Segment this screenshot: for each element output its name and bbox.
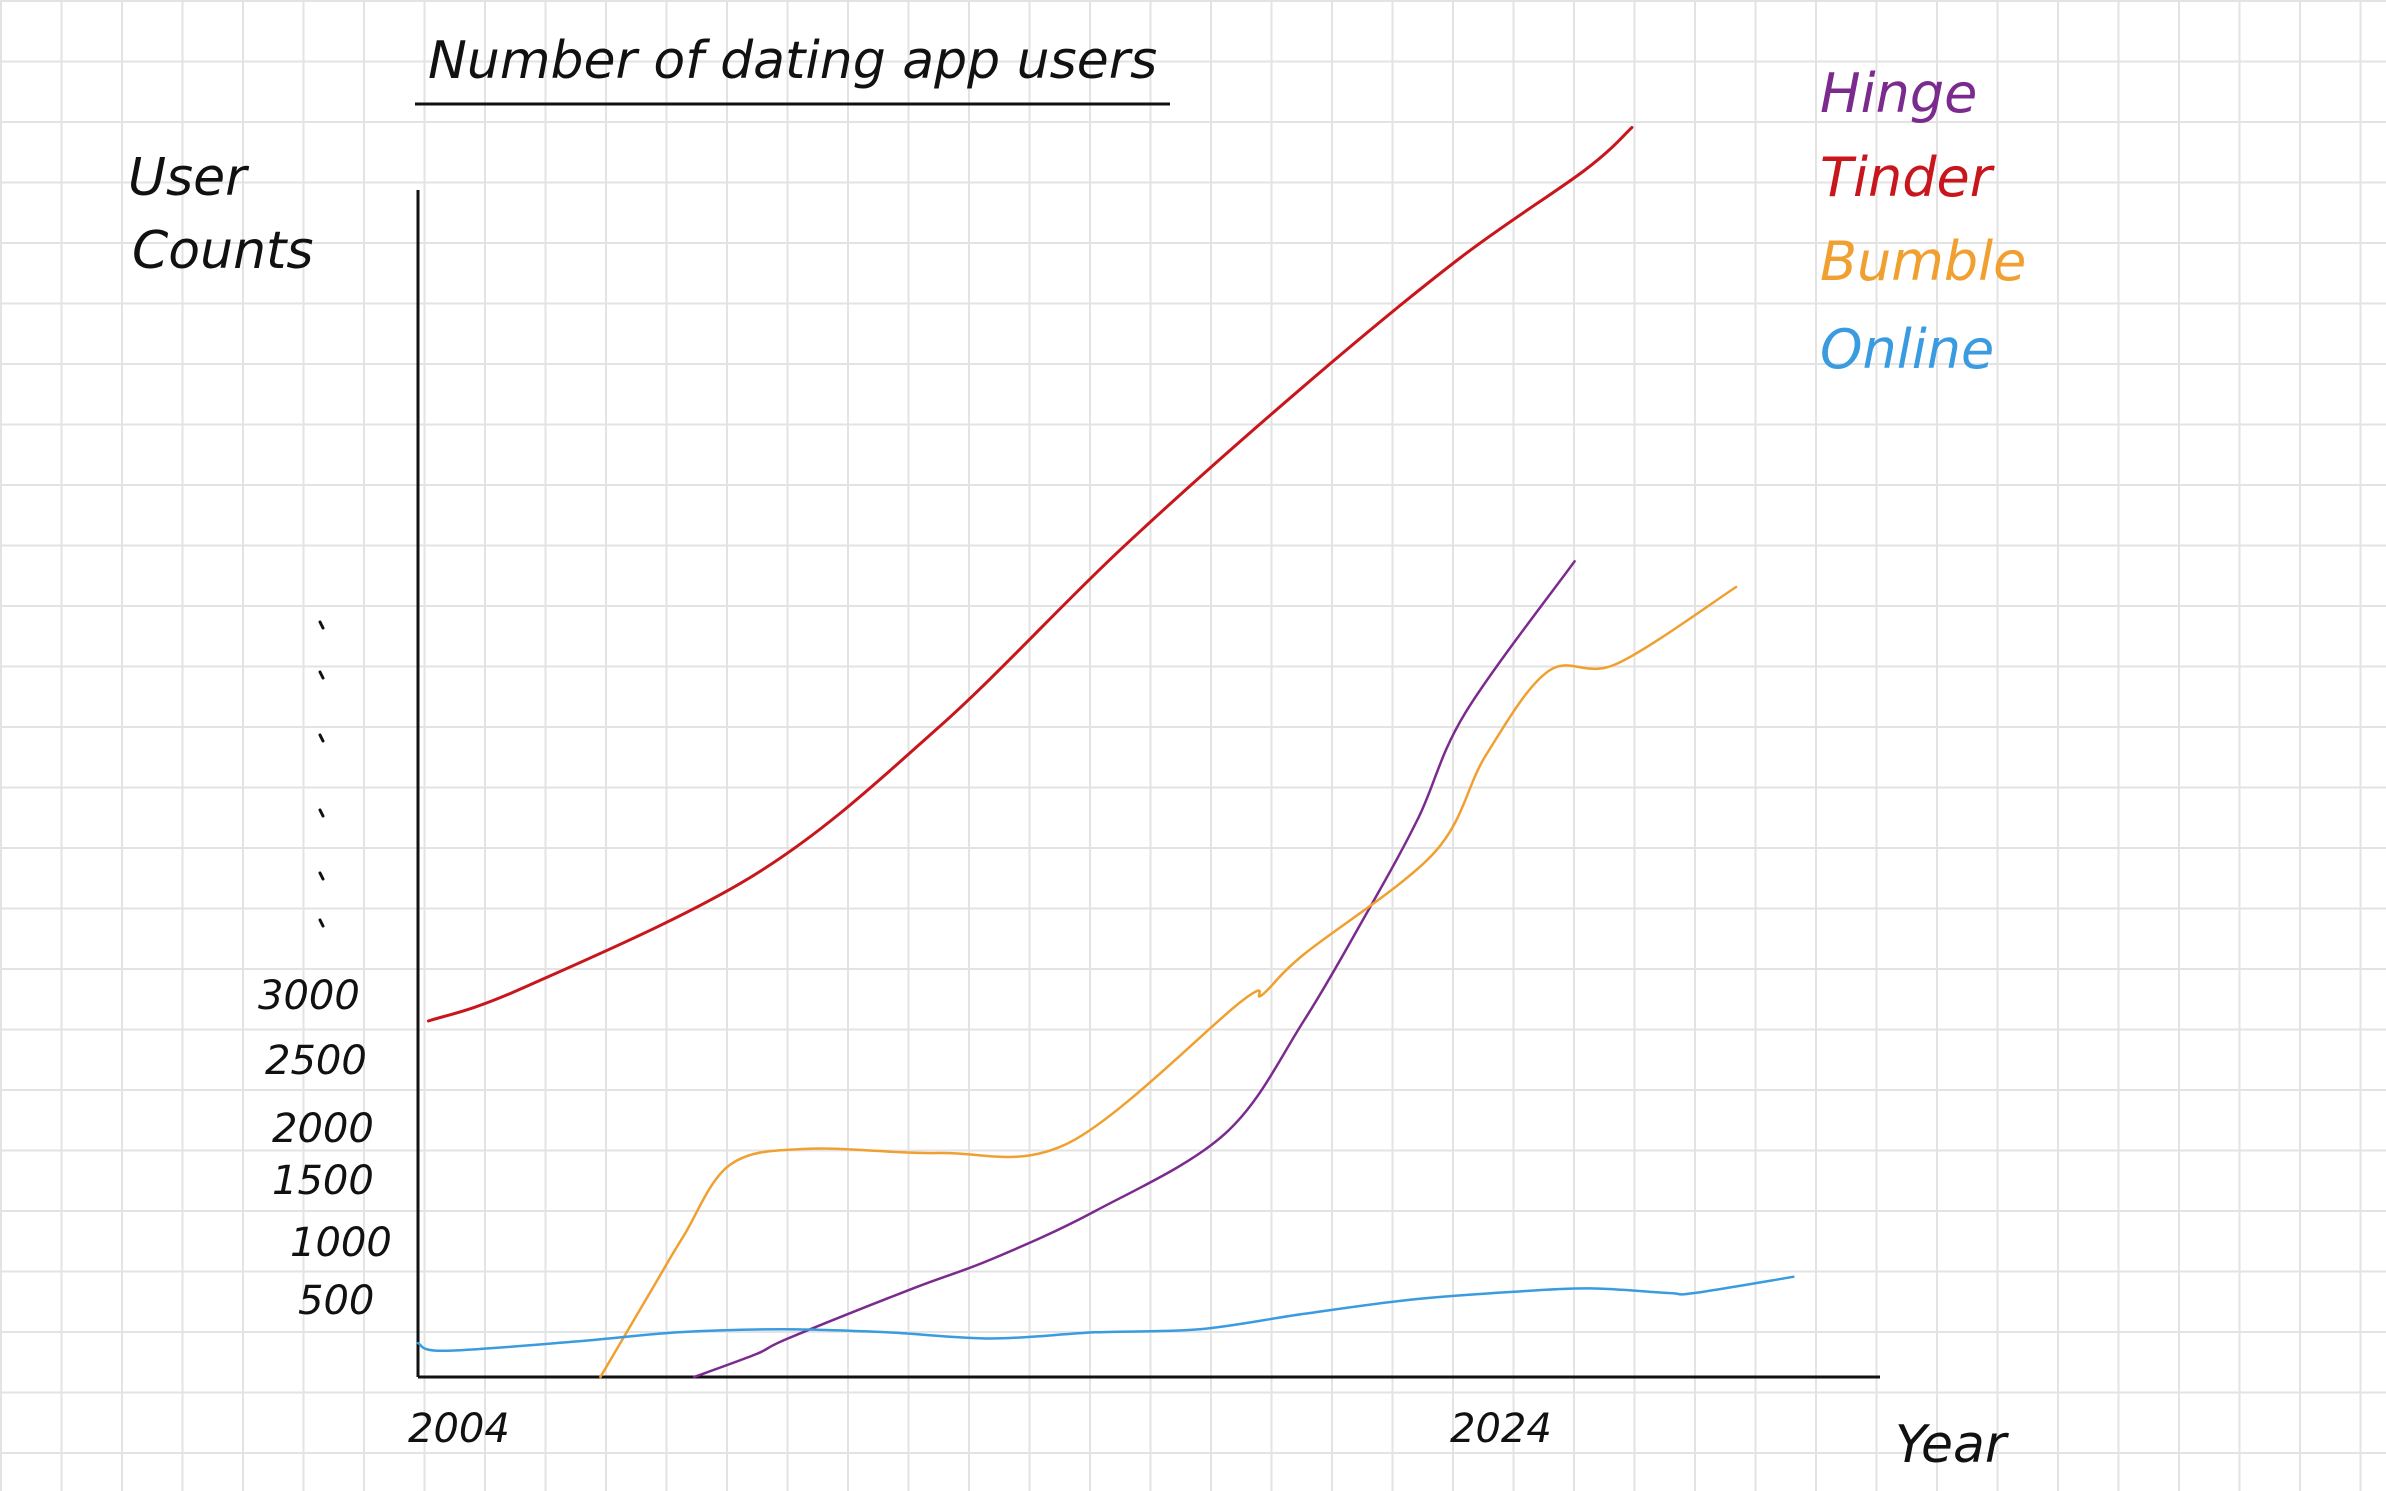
x-tick-labels: 2004 2024 [408, 1406, 1552, 1452]
series-line-online [416, 1275, 1795, 1353]
y-tick-labels: 500 1000 1500 2000 2500 3000 [258, 973, 392, 1324]
y-tick-label-2500: 2500 [265, 1038, 367, 1084]
legend-entry-tinder: Tinder [1820, 146, 1995, 209]
break-mark [318, 733, 325, 743]
y-tick-label-1000: 1000 [290, 1220, 392, 1266]
chart-title: Number of dating app users [428, 31, 1157, 91]
legend-entry-hinge: Hinge [1820, 62, 1977, 125]
y-axis-label-line-1: User [128, 148, 250, 208]
series-line-hinge [692, 560, 1576, 1379]
break-mark [318, 620, 325, 630]
y-axis-break-marks [318, 620, 325, 928]
legend-entry-online: Online [1820, 318, 1994, 381]
series-line-tinder [426, 126, 1634, 1023]
break-mark [318, 871, 325, 881]
legend: Hinge Tinder Bumble Online [1820, 62, 2026, 381]
x-tick-label-2024: 2024 [1450, 1406, 1552, 1452]
break-mark [318, 670, 325, 680]
y-tick-label-2000: 2000 [272, 1106, 374, 1152]
x-axis-label: Year [1895, 1415, 2010, 1475]
x-tick-label-2004: 2004 [408, 1406, 510, 1452]
y-axis-label-line-2: Counts [132, 221, 314, 281]
series-lines [416, 126, 1795, 1379]
y-tick-label-500: 500 [298, 1278, 374, 1324]
y-tick-label-3000: 3000 [258, 973, 360, 1019]
series-line-bumble [599, 585, 1738, 1379]
legend-entry-bumble: Bumble [1820, 230, 2026, 293]
y-tick-label-1500: 1500 [272, 1158, 374, 1204]
break-mark [318, 918, 325, 928]
break-mark [318, 808, 325, 818]
